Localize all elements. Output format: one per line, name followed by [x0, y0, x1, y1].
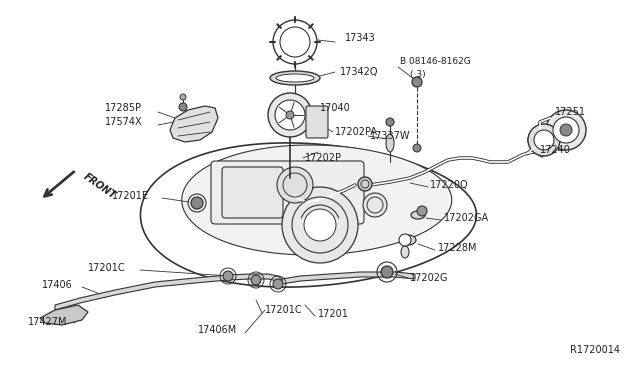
Text: 17285P: 17285P [105, 103, 142, 113]
Ellipse shape [276, 74, 314, 82]
Text: 17228M: 17228M [438, 243, 477, 253]
Text: ( 3): ( 3) [410, 70, 426, 78]
Circle shape [180, 94, 186, 100]
Circle shape [381, 266, 393, 278]
Circle shape [277, 167, 313, 203]
Polygon shape [282, 272, 415, 284]
Text: 17201: 17201 [318, 309, 349, 319]
Ellipse shape [386, 134, 394, 152]
Ellipse shape [400, 235, 416, 245]
Circle shape [179, 103, 187, 111]
Circle shape [386, 118, 394, 126]
Text: 17343: 17343 [345, 33, 376, 43]
Text: 17240: 17240 [540, 145, 571, 155]
Text: 17342Q: 17342Q [340, 67, 378, 77]
Circle shape [286, 111, 294, 119]
Circle shape [358, 177, 372, 191]
Ellipse shape [411, 211, 425, 219]
Text: 17201C: 17201C [88, 263, 125, 273]
Text: 17201E: 17201E [112, 191, 149, 201]
Text: 17201C: 17201C [265, 305, 303, 315]
Polygon shape [182, 145, 452, 255]
Text: 17406M: 17406M [198, 325, 237, 335]
Text: 17202P: 17202P [305, 153, 342, 163]
Circle shape [553, 117, 579, 143]
Circle shape [273, 279, 283, 289]
Circle shape [275, 100, 305, 130]
Text: 17337W: 17337W [370, 131, 410, 141]
Circle shape [413, 144, 421, 152]
Circle shape [534, 130, 554, 150]
Ellipse shape [401, 246, 409, 258]
Circle shape [282, 187, 358, 263]
Circle shape [191, 197, 203, 209]
Text: 17202G: 17202G [410, 273, 449, 283]
Text: 17202GA: 17202GA [444, 213, 489, 223]
FancyBboxPatch shape [211, 161, 364, 224]
Polygon shape [140, 143, 476, 287]
Text: 17202PA: 17202PA [335, 127, 378, 137]
Text: 17427M: 17427M [28, 317, 67, 327]
Circle shape [546, 110, 586, 150]
Polygon shape [55, 274, 282, 310]
Text: 17574X: 17574X [105, 117, 143, 127]
FancyBboxPatch shape [222, 167, 283, 218]
Ellipse shape [270, 71, 320, 85]
Text: 17406: 17406 [42, 280, 73, 290]
Circle shape [223, 271, 233, 281]
FancyBboxPatch shape [306, 106, 328, 138]
Circle shape [399, 234, 411, 246]
Circle shape [268, 93, 312, 137]
Text: 17220Q: 17220Q [430, 180, 468, 190]
Circle shape [417, 206, 427, 216]
Text: R1720014: R1720014 [570, 345, 620, 355]
Circle shape [363, 193, 387, 217]
Circle shape [560, 124, 572, 136]
Polygon shape [170, 106, 218, 142]
Circle shape [528, 124, 560, 156]
Circle shape [304, 209, 336, 241]
Text: FRONT: FRONT [82, 171, 118, 201]
Text: B 08146-8162G: B 08146-8162G [400, 58, 471, 67]
Text: 17251: 17251 [555, 107, 586, 117]
Circle shape [412, 77, 422, 87]
Text: 17040: 17040 [320, 103, 351, 113]
Circle shape [251, 275, 261, 285]
Polygon shape [40, 305, 88, 325]
